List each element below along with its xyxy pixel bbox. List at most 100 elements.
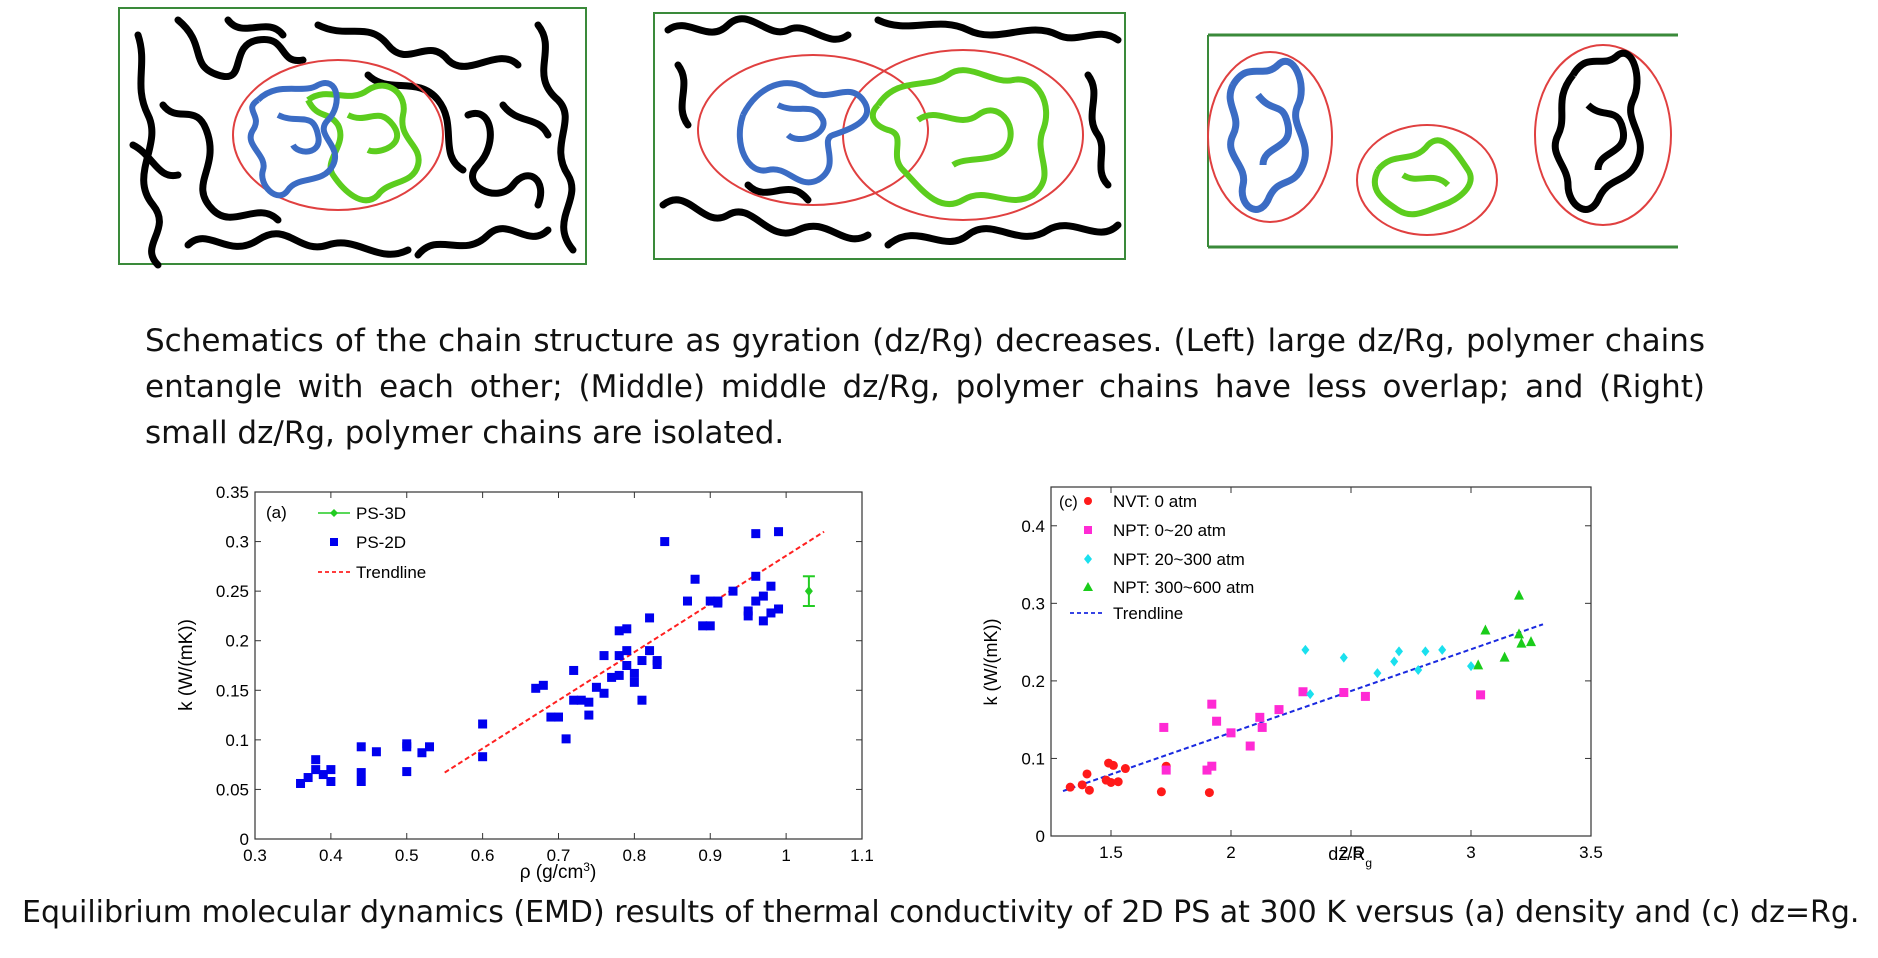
data-point-npt-20-300-atm xyxy=(1373,668,1382,679)
x-axis-label: dz/Rg xyxy=(1328,844,1372,870)
data-point-npt-300-600-atm xyxy=(1473,659,1484,670)
data-point-ps-2d xyxy=(751,596,761,606)
data-point-npt-300-600-atm xyxy=(1499,651,1510,662)
x-axis-label: ρ (g/cm3) xyxy=(520,860,597,883)
data-point-ps-2d xyxy=(599,688,609,698)
x-tick-label: 2 xyxy=(1226,843,1235,862)
legend-label-trendline: Trendline xyxy=(356,563,426,582)
data-point-ps-2d xyxy=(318,770,328,780)
data-point-ps-2d xyxy=(637,695,647,705)
trendline xyxy=(444,530,825,774)
data-point-ps-2d xyxy=(417,748,427,758)
data-point-npt-0-20-atm xyxy=(1339,688,1349,698)
data-point-ps-2d xyxy=(652,660,662,670)
data-point-ps-2d xyxy=(774,527,784,537)
data-point-ps-2d xyxy=(614,670,624,680)
schematic-left xyxy=(118,7,587,269)
legend-marker-npt-0-20 xyxy=(1084,526,1092,534)
data-point-npt-20-300-atm xyxy=(1438,644,1447,655)
data-point-ps-2d xyxy=(629,668,639,678)
x-tick-label: 0.7 xyxy=(547,846,571,865)
data-point-ps-2d xyxy=(728,586,738,596)
data-point-ps-2d xyxy=(425,742,435,752)
data-point-ps-2d xyxy=(311,755,321,765)
x-tick-label: 1.1 xyxy=(850,846,874,865)
data-point-ps-2d xyxy=(774,604,784,614)
legend-marker-npt-300-600 xyxy=(1083,582,1093,591)
schematic-middle xyxy=(653,12,1126,260)
data-point-ps-2d xyxy=(705,596,715,606)
data-point-ps-2d xyxy=(614,626,624,636)
data-point-ps-2d xyxy=(576,695,586,705)
data-point-npt-0-20-atm xyxy=(1207,761,1217,771)
x-tick-label: 0.5 xyxy=(395,846,419,865)
data-point-npt-0-20-atm xyxy=(1245,741,1255,751)
legend-marker-ps3d xyxy=(330,509,338,517)
data-point-npt-20-300-atm xyxy=(1467,661,1475,672)
data-point-npt-300-600-atm xyxy=(1516,637,1527,648)
y-tick-label: 0.3 xyxy=(225,533,249,552)
data-point-ps-2d xyxy=(705,621,715,631)
x-tick-label: 0.4 xyxy=(319,846,343,865)
y-tick-label: 0.2 xyxy=(1021,672,1045,691)
panel-label: (c) xyxy=(1059,494,1078,511)
figure-caption: Equilibrium molecular dynamics (EMD) res… xyxy=(22,895,1860,930)
data-point-npt-0-20-atm xyxy=(1161,765,1171,775)
panel-label: (a) xyxy=(266,503,287,522)
trendline xyxy=(1062,623,1544,792)
schematic-right xyxy=(1207,33,1678,249)
chart-density: 0.3 0.4 0.5 0.6 0.7 0.8 0.9 1 1.1 0 0.05 0.1 0.15 0.2… xyxy=(176,483,874,883)
data-point-npt-0-20-atm xyxy=(1274,705,1284,715)
data-point-ps-2d xyxy=(311,765,321,775)
data-point-ps-2d xyxy=(713,598,723,608)
data-point-ps-2d xyxy=(645,613,655,623)
data-point-ps-2d xyxy=(538,680,548,690)
data-point-npt-20-300-atm xyxy=(1421,646,1430,657)
data-point-npt-300-600-atm xyxy=(1526,636,1536,647)
data-point-nvt-0-atm xyxy=(1156,787,1166,797)
data-point-nvt-0-atm xyxy=(1065,782,1075,792)
data-point-npt-20-300-atm xyxy=(1390,656,1399,667)
x-tick-label: 0.8 xyxy=(623,846,647,865)
data-point-ps-2d xyxy=(637,656,647,666)
data-point-npt-0-20-atm xyxy=(1226,728,1236,738)
data-point-ps-2d xyxy=(402,767,412,777)
data-point-npt-300-600-atm xyxy=(1480,624,1491,635)
data-point-nvt-0-atm xyxy=(1120,764,1130,774)
chart-dz-rg: 1.5 2 2.5 3 3.500.10.20.30.4 (c) NVT: 0 atm … xyxy=(981,486,1603,870)
data-point-nvt-0-atm xyxy=(1106,777,1116,787)
data-point-ps-2d xyxy=(326,776,336,786)
data-point-ps-2d xyxy=(645,646,655,656)
data-point-ps-2d xyxy=(584,710,594,720)
data-point-nvt-0-atm xyxy=(1082,769,1092,779)
plot-area xyxy=(1050,486,1592,837)
data-point-npt-0-20-atm xyxy=(1476,690,1486,700)
data-point-npt-20-300-atm xyxy=(1306,689,1315,700)
data-point-npt-0-20-atm xyxy=(1257,722,1267,732)
data-point-ps-2d xyxy=(766,581,776,591)
data-point-ps-2d xyxy=(478,719,488,729)
x-tick-label: 2.5 xyxy=(1339,843,1363,862)
legend-marker-ps2d xyxy=(330,538,338,546)
y-tick-label: 0.25 xyxy=(216,582,249,601)
data-point-ps-2d xyxy=(303,773,313,783)
data-point-npt-0-20-atm xyxy=(1255,712,1265,722)
data-point-ps-2d xyxy=(698,621,708,631)
legend-label-npt-0-20: NPT: 0~20 atm xyxy=(1113,521,1226,540)
schematic-caption: Schematics of the chain structure as gyr… xyxy=(145,323,1705,451)
data-point-ps-2d xyxy=(766,608,776,618)
data-point-ps-2d xyxy=(402,739,412,749)
data-point-ps-2d xyxy=(660,537,670,547)
data-point-ps-2d xyxy=(599,651,609,661)
data-point-ps-2d xyxy=(478,752,488,762)
data-point-ps-2d xyxy=(743,611,753,621)
x-tick-label: 3 xyxy=(1466,843,1475,862)
data-point-ps-2d xyxy=(554,712,563,722)
data-point-nvt-0-atm xyxy=(1077,780,1087,790)
data-point-npt-300-600-atm xyxy=(1514,628,1524,639)
legend-label-npt-300-600: NPT: 300~600 atm xyxy=(1113,578,1254,597)
data-point-ps-2d xyxy=(758,591,768,601)
x-tick-label: 0.9 xyxy=(698,846,722,865)
data-point-ps-2d xyxy=(356,742,366,752)
y-tick-label: 0.2 xyxy=(225,632,249,651)
